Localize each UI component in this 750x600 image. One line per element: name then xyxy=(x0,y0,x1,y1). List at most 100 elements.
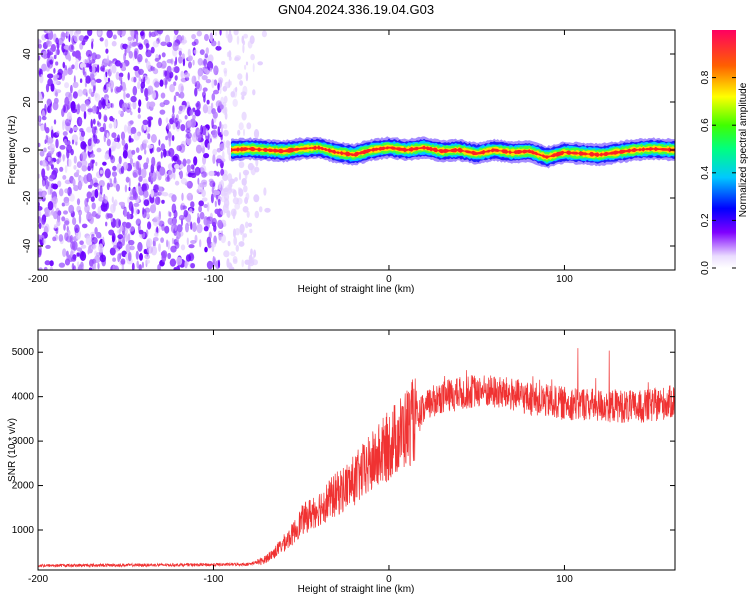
noise-blob xyxy=(105,96,109,106)
noise-blob xyxy=(70,101,76,111)
noise-blob xyxy=(99,37,104,42)
noise-blob xyxy=(47,137,54,144)
noise-blob xyxy=(200,141,205,149)
noise-blob xyxy=(63,210,68,215)
noise-blob xyxy=(76,252,80,257)
noise-blob xyxy=(82,66,85,76)
noise-blob xyxy=(72,51,77,57)
noise-blob xyxy=(143,123,147,131)
noise-blob xyxy=(76,198,81,206)
noise-blob xyxy=(161,253,167,263)
noise-blob xyxy=(222,173,229,182)
noise-blob xyxy=(179,164,184,169)
noise-blob xyxy=(222,150,225,161)
noise-blob xyxy=(165,79,168,85)
spectrogram-x-ticks: -200 -100 0 100 xyxy=(28,30,573,285)
noise-blob xyxy=(62,175,67,180)
noise-blob xyxy=(144,259,151,264)
noise-blob xyxy=(178,50,182,56)
noise-blob xyxy=(43,266,48,270)
noise-blob xyxy=(45,127,50,134)
noise-blob xyxy=(164,34,171,45)
noise-blob xyxy=(160,41,167,47)
noise-blob xyxy=(135,160,139,171)
noise-blob xyxy=(247,40,253,49)
noise-blob xyxy=(219,160,224,168)
noise-blob xyxy=(118,155,122,165)
noise-blob xyxy=(211,186,215,194)
noise-blob xyxy=(176,257,183,266)
snr-x-tick-label: 0 xyxy=(386,574,392,585)
noise-blob xyxy=(144,87,148,98)
noise-blob xyxy=(123,207,127,217)
noise-blob xyxy=(74,224,80,234)
noise-blob xyxy=(119,62,123,69)
noise-blob xyxy=(203,58,208,67)
noise-blob xyxy=(194,87,198,97)
noise-blob xyxy=(137,114,141,119)
noise-blob xyxy=(190,263,196,269)
noise-blob xyxy=(132,85,138,96)
noise-blob xyxy=(79,128,84,133)
noise-blob xyxy=(106,30,113,39)
noise-blob xyxy=(192,59,195,66)
noise-blob xyxy=(55,37,59,45)
noise-blob xyxy=(249,228,253,234)
noise-blob xyxy=(142,139,149,144)
noise-blob xyxy=(198,200,204,207)
noise-blob xyxy=(67,67,73,75)
noise-blob xyxy=(64,217,70,227)
noise-blob xyxy=(92,264,94,270)
noise-blob xyxy=(96,231,102,239)
noise-blob xyxy=(52,80,59,85)
noise-blob xyxy=(53,210,58,220)
noise-blob xyxy=(78,214,82,224)
noise-blob xyxy=(130,126,137,135)
noise-blob xyxy=(241,178,247,186)
noise-blob xyxy=(87,249,90,255)
noise-blob xyxy=(72,254,77,260)
noise-blob xyxy=(239,80,244,86)
noise-blob xyxy=(153,184,159,193)
noise-blob xyxy=(245,61,249,66)
noise-blob xyxy=(147,133,151,140)
noise-blob xyxy=(77,89,83,97)
noise-blob xyxy=(135,250,139,260)
noise-blob xyxy=(117,253,121,263)
noise-blob xyxy=(149,204,157,214)
noise-blob xyxy=(99,185,103,195)
noise-blob xyxy=(109,115,114,122)
noise-blob xyxy=(207,54,214,63)
noise-blob xyxy=(149,101,156,108)
noise-blob xyxy=(158,54,161,60)
figure-title: GN04.2024.336.19.04.G03 xyxy=(278,2,434,17)
noise-blob xyxy=(66,31,70,37)
noise-blob xyxy=(241,95,245,100)
noise-blob xyxy=(187,55,193,62)
noise-blob xyxy=(191,75,197,85)
noise-blob xyxy=(95,78,102,83)
noise-blob xyxy=(41,63,47,72)
noise-blob xyxy=(111,171,118,178)
noise-blob xyxy=(109,63,114,73)
noise-blob xyxy=(129,158,134,165)
colorbar-tick-label: 0.4 xyxy=(700,165,711,179)
noise-blob xyxy=(91,126,97,135)
noise-blob xyxy=(64,118,72,127)
noise-blob xyxy=(87,138,92,147)
noise-blob xyxy=(76,161,82,169)
noise-blob xyxy=(90,178,94,187)
noise-blob xyxy=(124,184,128,193)
noise-blob xyxy=(232,211,236,220)
noise-blob xyxy=(106,182,110,191)
noise-blob xyxy=(61,32,67,38)
noise-blob xyxy=(95,161,98,167)
noise-blob xyxy=(209,180,216,188)
noise-blob xyxy=(175,91,180,97)
noise-blob xyxy=(104,153,109,160)
noise-blob xyxy=(201,189,206,198)
noise-blob xyxy=(64,258,71,266)
noise-blob xyxy=(250,248,253,256)
noise-blob xyxy=(204,33,209,42)
noise-blob xyxy=(117,30,123,36)
